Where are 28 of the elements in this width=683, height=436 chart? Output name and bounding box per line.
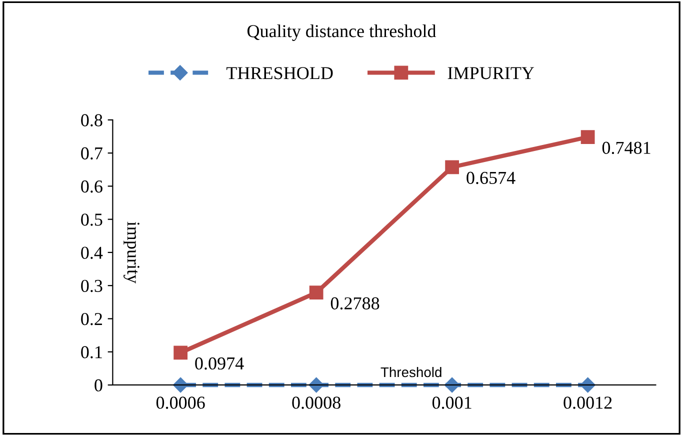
y-tick-label: 0.7 <box>81 147 102 160</box>
y-tick-label: 0.1 <box>81 346 102 358</box>
data-label: 0.2788 <box>330 297 380 310</box>
point <box>580 377 596 393</box>
data-label: 0.7481 <box>602 142 650 154</box>
y-tick-label: 0.5 <box>81 214 102 226</box>
y-tick-label: 0.8 <box>81 114 102 126</box>
x-tick-label: 0.0012 <box>564 396 612 409</box>
point <box>445 160 460 174</box>
y-tick-label: 0.2 <box>81 312 102 326</box>
x-tick-label: 0.0008 <box>292 396 340 409</box>
y-tick-label: 0.4 <box>81 246 103 259</box>
y-tick-label: 0.3 <box>81 280 102 292</box>
x-tick-label: 0.0006 <box>156 396 205 409</box>
data-label: 0.6574 <box>466 172 516 184</box>
point <box>174 346 188 360</box>
chart-title: Quality distance threshold <box>247 24 436 41</box>
point <box>580 130 595 144</box>
y-axis-title: impurity <box>124 222 140 284</box>
y-tick-label: 0 <box>94 379 102 392</box>
legend-label: THRESHOLD <box>226 67 333 80</box>
y-tick-label: 0.6 <box>81 180 102 193</box>
data-label: 0.0974 <box>195 357 244 370</box>
point <box>308 377 324 393</box>
x-axis-title: Threshold <box>380 366 442 378</box>
legend-label: IMPURITY <box>448 67 534 80</box>
x-tick-label: 0.001 <box>432 396 472 409</box>
point <box>309 286 324 300</box>
